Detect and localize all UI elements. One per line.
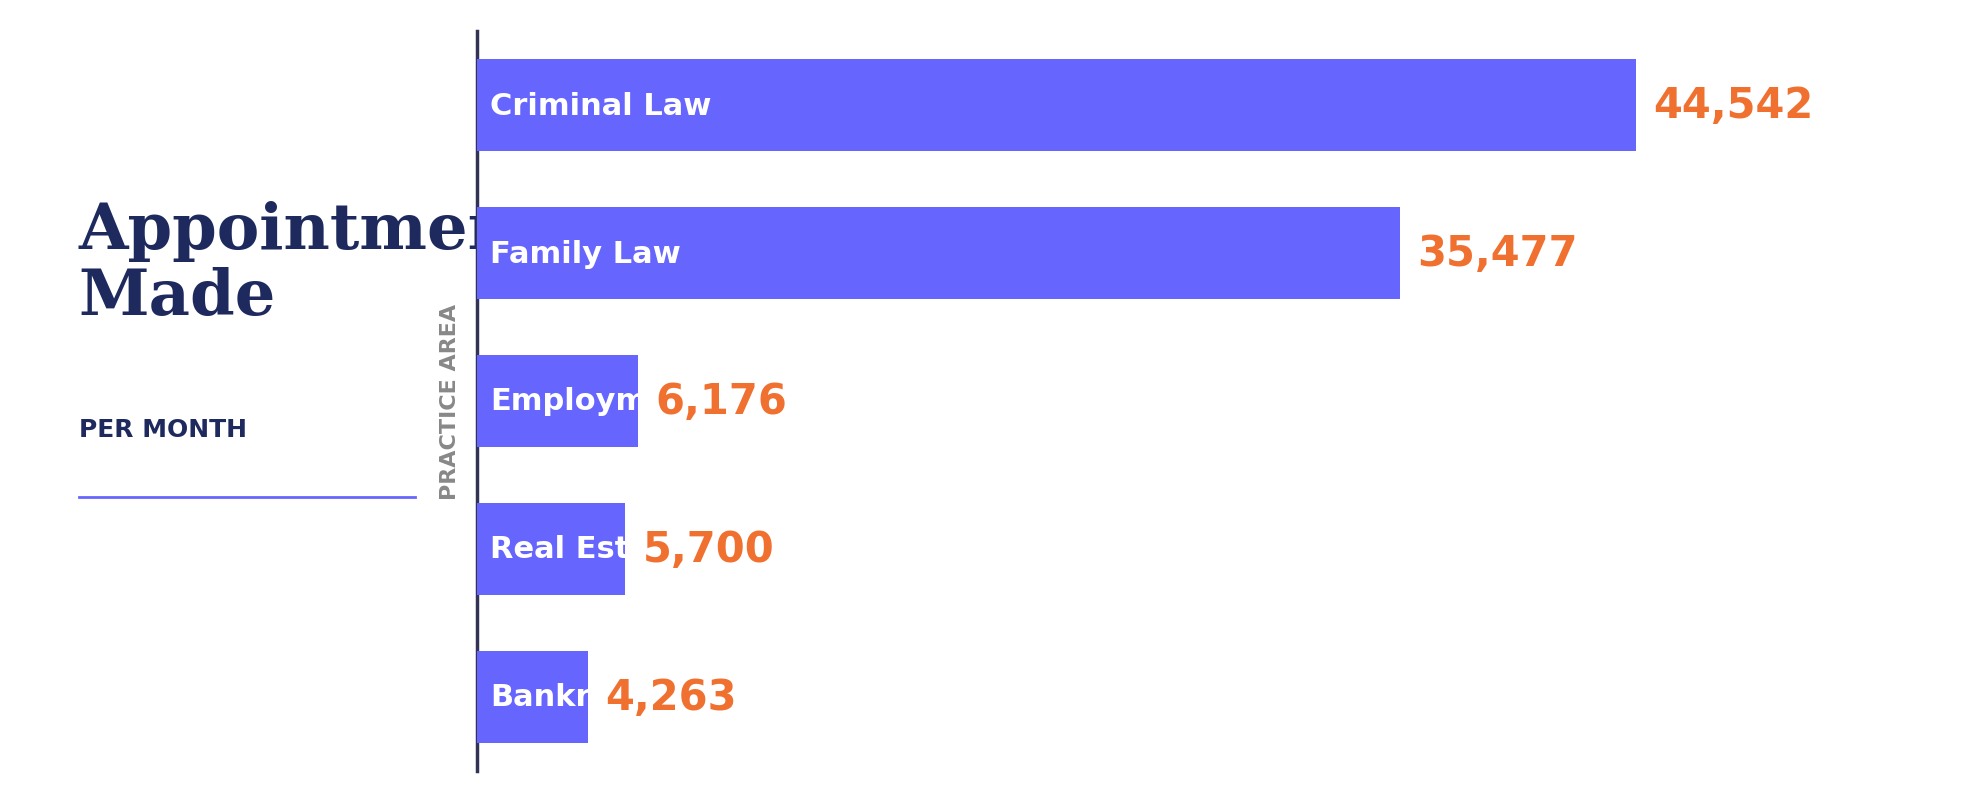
Bar: [477, 208, 1400, 300]
Text: 4,263: 4,263: [604, 676, 738, 718]
Text: 44,542: 44,542: [1654, 85, 1813, 127]
Text: Employment: Employment: [491, 387, 704, 416]
Text: Appointments
Made: Appointments Made: [80, 201, 580, 328]
Bar: [477, 60, 1636, 152]
Bar: [477, 651, 588, 743]
Text: 6,176: 6,176: [654, 381, 787, 422]
Text: Family Law: Family Law: [491, 239, 680, 268]
Text: PER MONTH: PER MONTH: [80, 418, 247, 442]
Text: 35,477: 35,477: [1417, 233, 1578, 275]
Text: Real Estate: Real Estate: [491, 535, 686, 564]
Text: 5,700: 5,700: [642, 528, 775, 570]
Y-axis label: PRACTICE AREA: PRACTICE AREA: [441, 304, 461, 499]
Bar: [477, 356, 638, 447]
Text: Criminal Law: Criminal Law: [491, 92, 712, 120]
Bar: [477, 503, 626, 595]
Text: Bankruptcy: Bankruptcy: [491, 683, 686, 711]
